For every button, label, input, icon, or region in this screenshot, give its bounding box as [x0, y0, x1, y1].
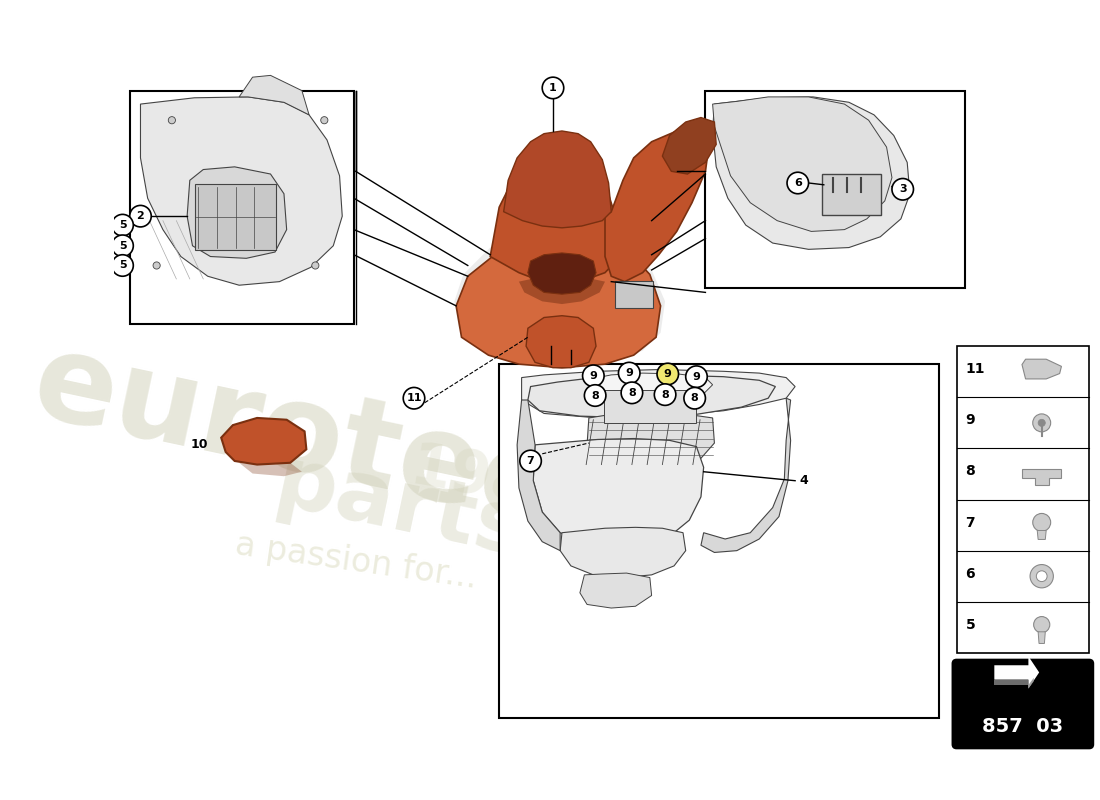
Polygon shape	[187, 167, 287, 258]
Text: 2: 2	[136, 211, 144, 221]
Circle shape	[584, 385, 606, 406]
Polygon shape	[1037, 530, 1046, 539]
FancyBboxPatch shape	[615, 281, 652, 308]
Text: 8: 8	[691, 394, 698, 403]
FancyBboxPatch shape	[130, 90, 354, 324]
FancyBboxPatch shape	[604, 390, 695, 423]
Text: 1985: 1985	[405, 438, 575, 523]
Polygon shape	[662, 118, 716, 174]
FancyBboxPatch shape	[499, 364, 938, 718]
FancyBboxPatch shape	[195, 184, 276, 250]
Polygon shape	[1022, 470, 1062, 485]
Polygon shape	[587, 414, 714, 467]
Polygon shape	[534, 438, 704, 548]
Polygon shape	[560, 527, 685, 578]
Text: 7: 7	[527, 456, 535, 466]
Text: 7: 7	[966, 515, 975, 530]
Circle shape	[1036, 571, 1047, 582]
Text: 9: 9	[663, 369, 672, 379]
Circle shape	[112, 235, 133, 257]
Circle shape	[153, 262, 161, 269]
Text: 8: 8	[966, 465, 976, 478]
Polygon shape	[239, 75, 309, 115]
Polygon shape	[528, 253, 596, 294]
Polygon shape	[994, 680, 1028, 685]
Circle shape	[684, 387, 705, 409]
Circle shape	[892, 178, 913, 200]
Text: 9: 9	[966, 414, 975, 427]
Polygon shape	[701, 398, 791, 553]
Polygon shape	[605, 129, 710, 282]
Circle shape	[168, 117, 176, 124]
Text: 9: 9	[625, 368, 634, 378]
Circle shape	[1033, 514, 1050, 531]
Text: 11: 11	[406, 394, 421, 403]
Text: 8: 8	[592, 390, 600, 401]
Circle shape	[542, 77, 563, 98]
Polygon shape	[519, 276, 605, 304]
Text: a passion for...: a passion for...	[232, 528, 478, 594]
Circle shape	[1033, 414, 1050, 432]
Polygon shape	[456, 234, 661, 368]
Circle shape	[112, 254, 133, 276]
FancyBboxPatch shape	[957, 346, 1089, 653]
Polygon shape	[994, 656, 1040, 689]
Polygon shape	[713, 97, 892, 231]
Polygon shape	[454, 225, 666, 366]
Text: 5: 5	[119, 261, 126, 270]
Circle shape	[520, 450, 541, 472]
Polygon shape	[1022, 359, 1062, 379]
Circle shape	[618, 362, 640, 384]
Circle shape	[654, 384, 675, 406]
Circle shape	[786, 172, 808, 194]
Circle shape	[130, 206, 151, 227]
Text: parts: parts	[267, 441, 534, 574]
Circle shape	[112, 214, 133, 236]
Polygon shape	[221, 418, 307, 465]
Text: 5: 5	[119, 220, 126, 230]
Text: 6: 6	[966, 566, 975, 581]
Text: 10: 10	[190, 438, 208, 451]
Circle shape	[621, 382, 642, 403]
Circle shape	[1038, 419, 1045, 426]
Polygon shape	[239, 462, 301, 476]
Circle shape	[1034, 617, 1049, 633]
FancyBboxPatch shape	[705, 90, 966, 288]
Text: 4: 4	[800, 474, 808, 487]
Circle shape	[685, 366, 707, 387]
Polygon shape	[521, 370, 795, 418]
Polygon shape	[580, 573, 651, 608]
Polygon shape	[526, 316, 596, 368]
FancyBboxPatch shape	[953, 660, 1092, 748]
Polygon shape	[504, 131, 612, 228]
Text: 9: 9	[693, 372, 701, 382]
FancyBboxPatch shape	[822, 174, 881, 215]
Text: 8: 8	[628, 388, 636, 398]
Text: 1: 1	[549, 83, 557, 93]
Circle shape	[321, 117, 328, 124]
Text: 857  03: 857 03	[982, 717, 1064, 736]
Polygon shape	[596, 373, 713, 402]
Circle shape	[1030, 565, 1054, 588]
Polygon shape	[713, 97, 910, 250]
Circle shape	[404, 387, 425, 409]
Text: 6: 6	[794, 178, 802, 188]
Text: 3: 3	[899, 184, 906, 194]
Text: 5: 5	[119, 241, 126, 250]
Polygon shape	[517, 400, 560, 550]
Polygon shape	[1028, 678, 1034, 689]
Circle shape	[311, 262, 319, 269]
Circle shape	[583, 365, 604, 386]
Circle shape	[657, 363, 679, 385]
Text: 9: 9	[590, 370, 597, 381]
Polygon shape	[528, 375, 776, 418]
Polygon shape	[491, 138, 620, 283]
Text: 5: 5	[966, 618, 976, 632]
Text: 8: 8	[661, 390, 669, 400]
Polygon shape	[141, 97, 342, 286]
Text: 11: 11	[966, 362, 984, 376]
Text: eurotec: eurotec	[23, 324, 563, 548]
Polygon shape	[1038, 632, 1045, 643]
